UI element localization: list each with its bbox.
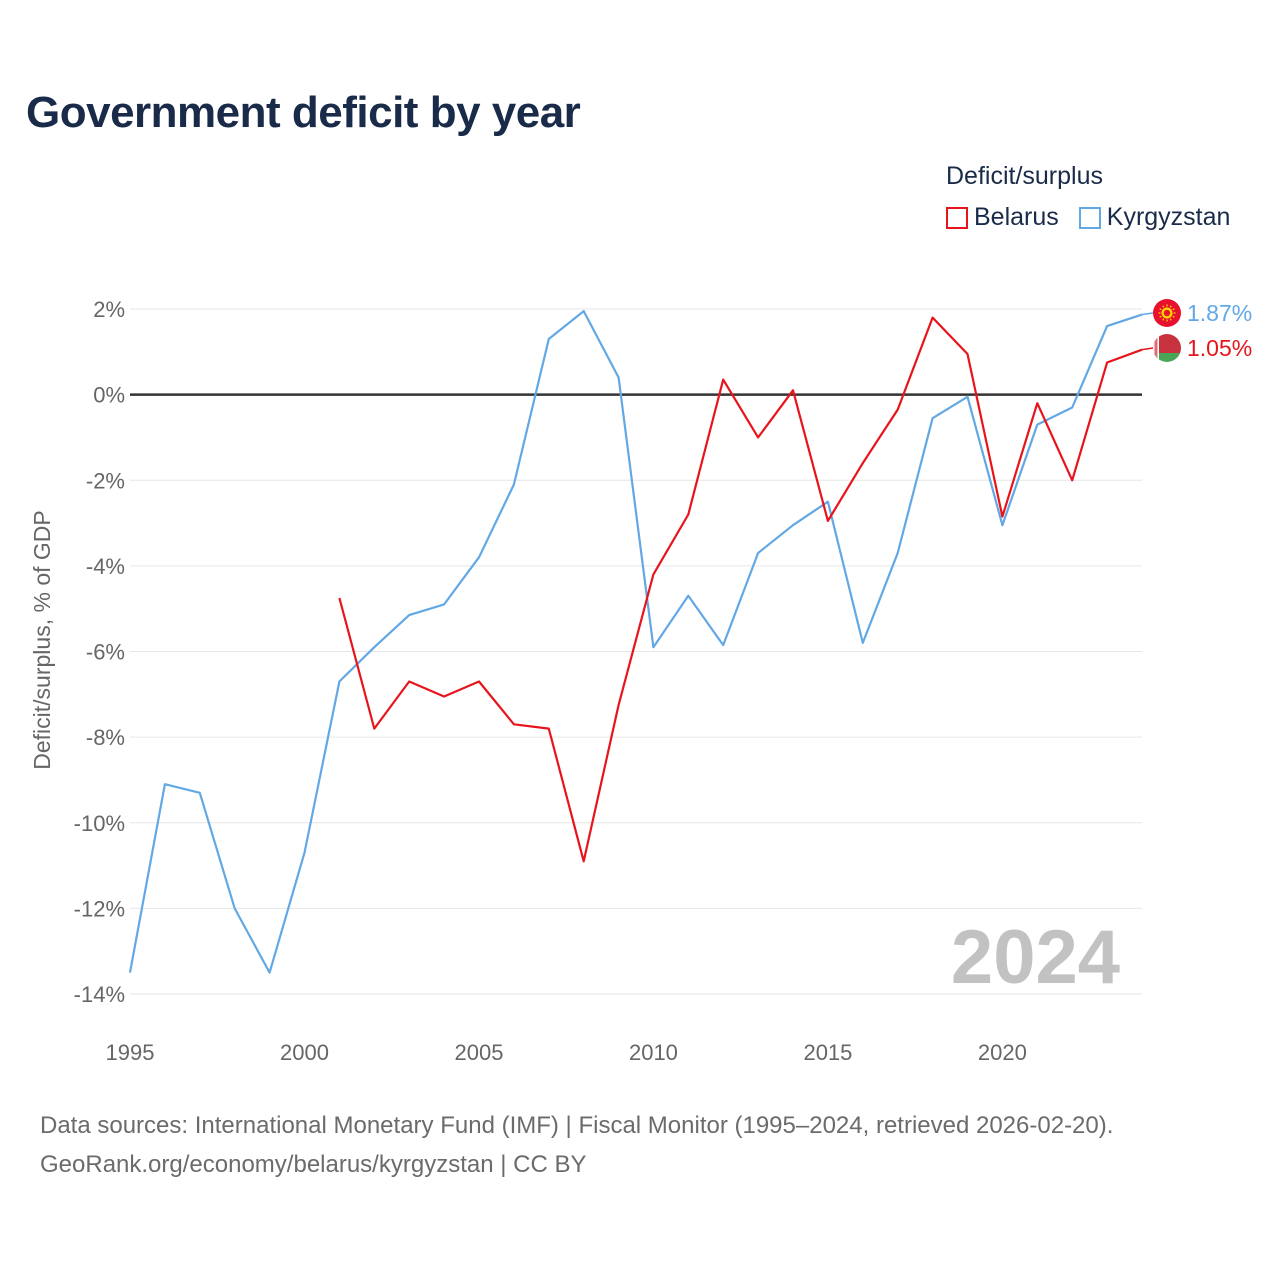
legend-label-belarus: Belarus: [974, 203, 1059, 231]
x-tick-label: 1995: [106, 1040, 155, 1065]
data-point-belarus[interactable]: [511, 721, 517, 727]
data-point-kyrgyzstan[interactable]: [825, 499, 831, 505]
data-point-kyrgyzstan[interactable]: [999, 522, 1005, 528]
y-tick-label: -10%: [74, 811, 125, 836]
data-point-kyrgyzstan[interactable]: [755, 550, 761, 556]
y-tick-label: -14%: [74, 982, 125, 1007]
belarus-flag-icon: [1153, 334, 1181, 362]
x-tick-label: 2020: [978, 1040, 1027, 1065]
end-connector: [1141, 347, 1154, 351]
y-tick-label: 0%: [93, 383, 125, 408]
data-point-kyrgyzstan[interactable]: [197, 790, 203, 796]
data-point-belarus[interactable]: [1034, 400, 1040, 406]
y-axis-label: Deficit/surplus, % of GDP: [29, 510, 55, 769]
data-point-kyrgyzstan[interactable]: [860, 640, 866, 646]
x-tick-label: 2015: [803, 1040, 852, 1065]
data-point-kyrgyzstan[interactable]: [581, 308, 587, 314]
data-point-kyrgyzstan[interactable]: [511, 482, 517, 488]
data-point-belarus[interactable]: [895, 407, 901, 413]
y-tick-label: -12%: [74, 896, 125, 921]
y-axis-ticks: 2% 0% -2% -4% -6% -8% -10% -12% -14%: [74, 297, 125, 1007]
data-point-kyrgyzstan[interactable]: [371, 644, 377, 650]
data-point-belarus[interactable]: [790, 387, 796, 393]
data-point-belarus[interactable]: [720, 377, 726, 383]
data-point-belarus[interactable]: [965, 351, 971, 357]
data-point-kyrgyzstan[interactable]: [616, 375, 622, 381]
data-point-kyrgyzstan[interactable]: [476, 554, 482, 560]
data-point-kyrgyzstan[interactable]: [267, 970, 273, 976]
data-source-text: Data sources: International Monetary Fun…: [40, 1112, 1114, 1139]
end-value-label-belarus: 1.05%: [1187, 335, 1252, 361]
data-point-belarus[interactable]: [755, 434, 761, 440]
data-point-belarus[interactable]: [650, 571, 656, 577]
data-point-kyrgyzstan[interactable]: [895, 550, 901, 556]
data-point-belarus[interactable]: [581, 858, 587, 864]
data-point-belarus[interactable]: [616, 702, 622, 708]
gridlines: [130, 308, 1142, 995]
series-line-belarus[interactable]: [338, 316, 1143, 863]
y-tick-label: -2%: [86, 468, 125, 493]
kyrgyzstan-flag-icon: [1153, 299, 1181, 327]
y-tick-label: -4%: [86, 554, 125, 579]
data-point-kyrgyzstan[interactable]: [336, 678, 342, 684]
series-line-kyrgyzstan[interactable]: [128, 310, 1143, 974]
x-tick-label: 2005: [454, 1040, 503, 1065]
legend-label-kyrgyzstan: Kyrgyzstan: [1106, 203, 1231, 231]
data-point-belarus[interactable]: [441, 693, 447, 699]
data-point-belarus[interactable]: [825, 518, 831, 524]
line-chart: 2024 2% 0% -2% -4% -6% -8% -10% -12% -14% 1995 20…: [29, 297, 1252, 1065]
legend-title: Deficit/surplus: [946, 162, 1103, 190]
x-tick-label: 2010: [629, 1040, 678, 1065]
data-point-kyrgyzstan[interactable]: [1104, 323, 1110, 329]
data-point-kyrgyzstan[interactable]: [720, 642, 726, 648]
chart-title: Government deficit by year: [26, 88, 581, 137]
data-point-belarus[interactable]: [860, 460, 866, 466]
legend-item-kyrgyzstan[interactable]: Kyrgyzstan: [1078, 203, 1231, 232]
data-point-kyrgyzstan[interactable]: [301, 850, 307, 856]
data-point-kyrgyzstan[interactable]: [685, 593, 691, 599]
data-point-kyrgyzstan[interactable]: [441, 601, 447, 607]
data-point-belarus[interactable]: [1104, 360, 1110, 366]
data-point-belarus[interactable]: [546, 726, 552, 732]
y-tick-label: -6%: [86, 640, 125, 665]
data-point-kyrgyzstan[interactable]: [232, 905, 238, 911]
x-axis-ticks: 1995 2000 2005 2010 2015 2020: [106, 1040, 1027, 1065]
data-point-belarus[interactable]: [406, 678, 412, 684]
data-point-kyrgyzstan[interactable]: [965, 394, 971, 400]
data-point-belarus[interactable]: [930, 315, 936, 321]
footer: Data sources: International Monetary Fun…: [40, 1106, 1113, 1184]
data-point-kyrgyzstan[interactable]: [1069, 404, 1075, 410]
data-point-kyrgyzstan[interactable]: [930, 415, 936, 421]
y-tick-label: 2%: [93, 297, 125, 322]
data-point-kyrgyzstan[interactable]: [127, 970, 133, 976]
legend-swatch-belarus: [946, 206, 968, 229]
data-point-belarus[interactable]: [1069, 477, 1075, 483]
end-markers: 1.87% 1.05%: [1141, 299, 1252, 362]
legend-item-belarus[interactable]: Belarus: [946, 203, 1059, 232]
data-point-kyrgyzstan[interactable]: [1034, 422, 1040, 428]
legend: Deficit/surplus Belarus Kyrgyzstan: [946, 162, 1230, 232]
end-value-label-kyrgyzstan: 1.87%: [1187, 300, 1252, 326]
year-watermark: 2024: [951, 915, 1120, 1000]
data-point-kyrgyzstan[interactable]: [406, 612, 412, 618]
data-point-belarus[interactable]: [685, 512, 691, 518]
data-point-belarus[interactable]: [371, 726, 377, 732]
data-point-kyrgyzstan[interactable]: [650, 644, 656, 650]
data-point-kyrgyzstan[interactable]: [162, 781, 168, 787]
data-point-kyrgyzstan[interactable]: [790, 522, 796, 528]
attribution-text: GeoRank.org/economy/belarus/kyrgyzstan |…: [40, 1151, 587, 1178]
legend-swatch-kyrgyzstan: [1078, 206, 1101, 229]
data-point-belarus[interactable]: [476, 678, 482, 684]
series-lines: [127, 308, 1143, 976]
data-point-belarus[interactable]: [999, 514, 1005, 520]
end-connector: [1141, 312, 1154, 316]
data-point-kyrgyzstan[interactable]: [546, 336, 552, 342]
x-tick-label: 2000: [280, 1040, 329, 1065]
data-point-belarus[interactable]: [336, 595, 342, 601]
y-tick-label: -8%: [86, 725, 125, 750]
